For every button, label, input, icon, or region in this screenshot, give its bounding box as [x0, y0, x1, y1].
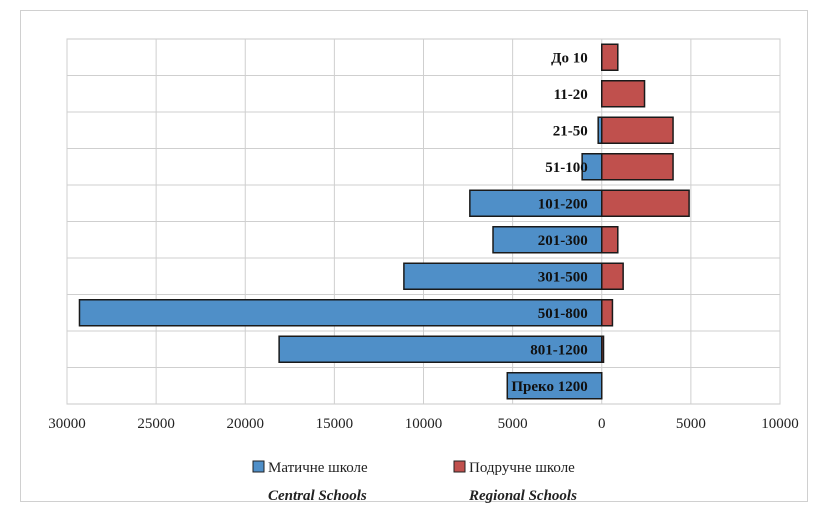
bar-central-schools: [78, 299, 603, 327]
bar-regional-schools: [601, 189, 690, 217]
bar-regional-schools: [601, 153, 674, 181]
bar-central-schools: [403, 262, 603, 290]
category-label: Преко 1200: [511, 379, 587, 395]
bar-regional-schools: [601, 226, 619, 254]
bar-central-schools: [492, 226, 603, 254]
bar-regional-schools: [601, 262, 624, 290]
category-label: 801-1200: [530, 342, 588, 358]
x-tick-label: 20000: [227, 416, 265, 432]
category-label-layer: До 10 11-20 21-50 51-100 101-200 201-300 301-5…: [511, 50, 587, 395]
x-tick-layer: 30000 25000 20000 15000 10000 5000 0 5000 10000: [48, 416, 799, 432]
category-label: 301-500: [538, 269, 588, 285]
category-label: 21-50: [553, 123, 588, 139]
x-tick-label: 0: [598, 416, 606, 432]
x-tick-label: 15000: [316, 416, 354, 432]
x-tick-label: 10000: [761, 416, 799, 432]
legend-label-regional: Подручне школе: [469, 460, 575, 476]
bar-regional-schools: [601, 335, 605, 363]
x-tick-label: 10000: [405, 416, 443, 432]
category-label: 201-300: [538, 233, 588, 249]
x-tick-label: 30000: [48, 416, 86, 432]
category-label: 501-800: [538, 306, 588, 322]
legend: Матичне школе Central Schools Подручне ш…: [252, 460, 577, 504]
category-label: 11-20: [554, 87, 588, 103]
legend-sublabel-central: Central Schools: [268, 488, 367, 504]
bar-central-schools: [469, 189, 603, 217]
bar-regional-schools: [601, 43, 619, 71]
legend-sublabel-regional: Regional Schools: [468, 488, 577, 504]
category-label: До 10: [551, 50, 588, 66]
bar-regional-schools: [601, 299, 614, 327]
bar-regional-schools: [601, 80, 646, 108]
legend-swatch-central: [252, 460, 265, 473]
x-tick-label: 25000: [137, 416, 175, 432]
category-label: 101-200: [538, 196, 588, 212]
legend-swatch-regional: [453, 460, 466, 473]
category-label: 51-100: [545, 160, 588, 176]
bar-layer: [78, 43, 690, 400]
legend-label-central: Матичне школе: [268, 460, 368, 476]
bar-central-schools: [506, 372, 603, 400]
chart-frame: [20, 10, 808, 502]
x-tick-label: 5000: [676, 416, 706, 432]
bar-regional-schools: [601, 116, 674, 144]
x-tick-label: 5000: [498, 416, 528, 432]
